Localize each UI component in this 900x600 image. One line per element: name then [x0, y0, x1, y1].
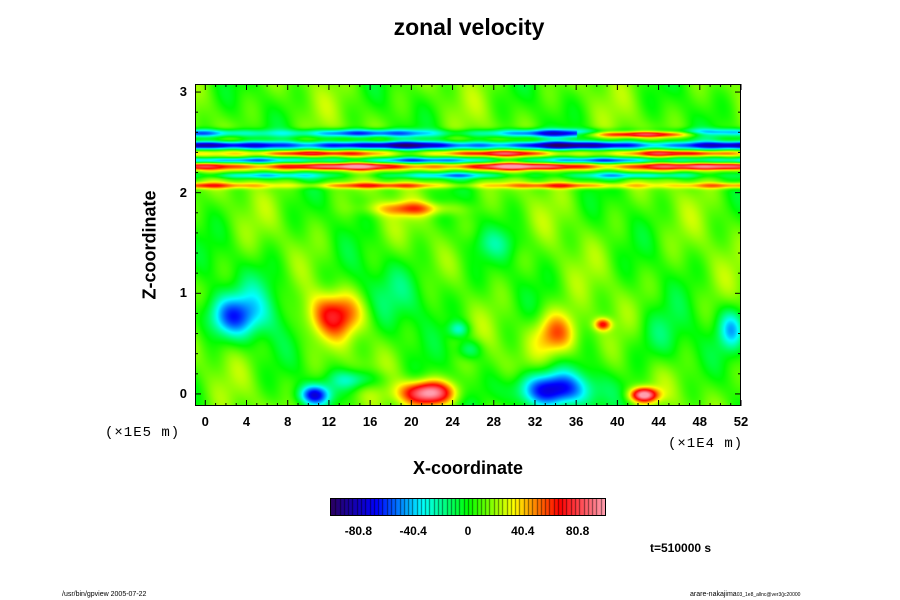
time-label: t=510000 s: [650, 541, 712, 555]
footer-right-main: arare-nakajima: [690, 591, 737, 598]
footer-left: /usr/bin/gpview 2005-07-22: [62, 591, 147, 598]
y-axis-label: Z-coordinate: [139, 190, 160, 300]
x-scale-label: (×1E4 m): [668, 436, 744, 452]
x-tick-label: 16: [362, 414, 378, 429]
chart-title: zonal velocity: [393, 14, 545, 40]
x-tick-label: 52: [733, 414, 749, 429]
x-tick-label: 20: [404, 414, 419, 429]
y-scale-label: (×1E5 m): [105, 425, 181, 441]
colorbar-gradient: [331, 499, 605, 515]
x-tick-label: 8: [284, 414, 292, 429]
x-tick-label: 0: [201, 414, 209, 429]
y-tick-label: 2: [179, 184, 187, 200]
x-tick-label: 36: [568, 414, 584, 429]
colorbar: [330, 498, 606, 516]
plot-area: [195, 84, 741, 406]
x-tick-label: 40: [610, 414, 625, 429]
colorbar-tick-label: 40.4: [511, 524, 535, 538]
x-tick-label: 32: [527, 414, 543, 429]
x-tick-label: 28: [486, 414, 501, 429]
x-tick-label: 24: [445, 414, 460, 429]
colorbar-tick-label: -80.8: [344, 524, 373, 538]
x-tick-label: 4: [242, 414, 251, 429]
y-tick-label: 0: [179, 385, 187, 401]
y-tick-label: 1: [179, 285, 187, 301]
x-tick-label: 12: [321, 414, 337, 429]
footer-right: arare-nakajima03_1e8_allnc@ver3(jc20000: [690, 591, 800, 598]
x-tick-label: 48: [692, 414, 708, 429]
x-axis-label: X-coordinate: [412, 458, 523, 478]
x-tick-label: 44: [651, 414, 666, 429]
colorbar-tick-label: 0: [464, 524, 472, 538]
colorbar-tick-label: -40.4: [399, 524, 427, 538]
colorbar-tick-label: 80.8: [565, 524, 590, 538]
footer-right-sub: 03_1e8_allnc@ver3(jc20000: [736, 592, 801, 598]
y-tick-label: 3: [179, 84, 187, 100]
heatmap-field: [196, 85, 740, 405]
